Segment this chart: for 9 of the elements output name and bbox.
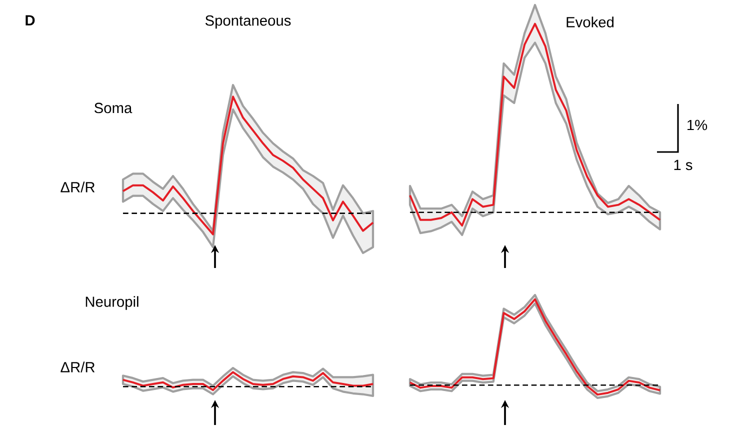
- text: D: [26, 15, 35, 26]
- text: 1 s: [674, 160, 692, 170]
- annotation: Soma: [94, 102, 132, 114]
- chart-title: Spontaneous: [205, 15, 291, 29]
- y-axis-title: ΔR/R: [60, 362, 95, 372]
- text: 1%: [688, 120, 708, 130]
- chart-title: Evoked: [566, 16, 614, 28]
- text: Neuropil: [86, 296, 138, 310]
- y-axis-title: ΔR/R: [60, 182, 95, 192]
